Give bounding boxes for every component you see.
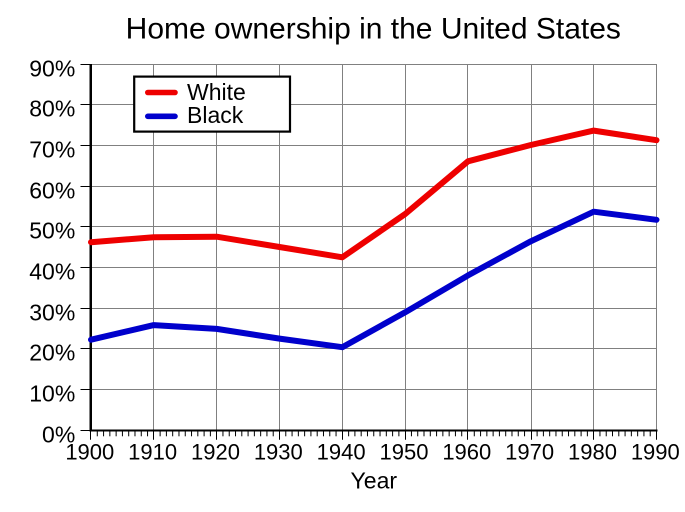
svg-text:1900: 1900 <box>65 440 114 465</box>
svg-text:1960: 1960 <box>442 440 491 465</box>
svg-text:1950: 1950 <box>380 440 429 465</box>
svg-text:1970: 1970 <box>505 440 554 465</box>
svg-text:White: White <box>187 79 246 105</box>
svg-text:1930: 1930 <box>254 440 303 465</box>
svg-text:20%: 20% <box>29 339 75 365</box>
svg-text:70%: 70% <box>29 136 75 162</box>
svg-text:Home ownership in the United S: Home ownership in the United States <box>126 13 621 46</box>
svg-text:10%: 10% <box>29 380 75 406</box>
svg-text:0%: 0% <box>42 421 75 447</box>
svg-text:90%: 90% <box>29 55 75 81</box>
svg-text:1920: 1920 <box>191 440 240 465</box>
svg-text:Year: Year <box>351 468 398 494</box>
svg-text:Black: Black <box>187 102 244 128</box>
svg-text:1980: 1980 <box>568 440 617 465</box>
svg-text:1940: 1940 <box>317 440 366 465</box>
svg-text:30%: 30% <box>29 299 75 325</box>
svg-text:60%: 60% <box>29 177 75 203</box>
svg-text:80%: 80% <box>29 95 75 121</box>
svg-text:50%: 50% <box>29 217 75 243</box>
svg-text:40%: 40% <box>29 258 75 284</box>
svg-text:1910: 1910 <box>128 440 177 465</box>
svg-text:1990: 1990 <box>631 440 680 465</box>
